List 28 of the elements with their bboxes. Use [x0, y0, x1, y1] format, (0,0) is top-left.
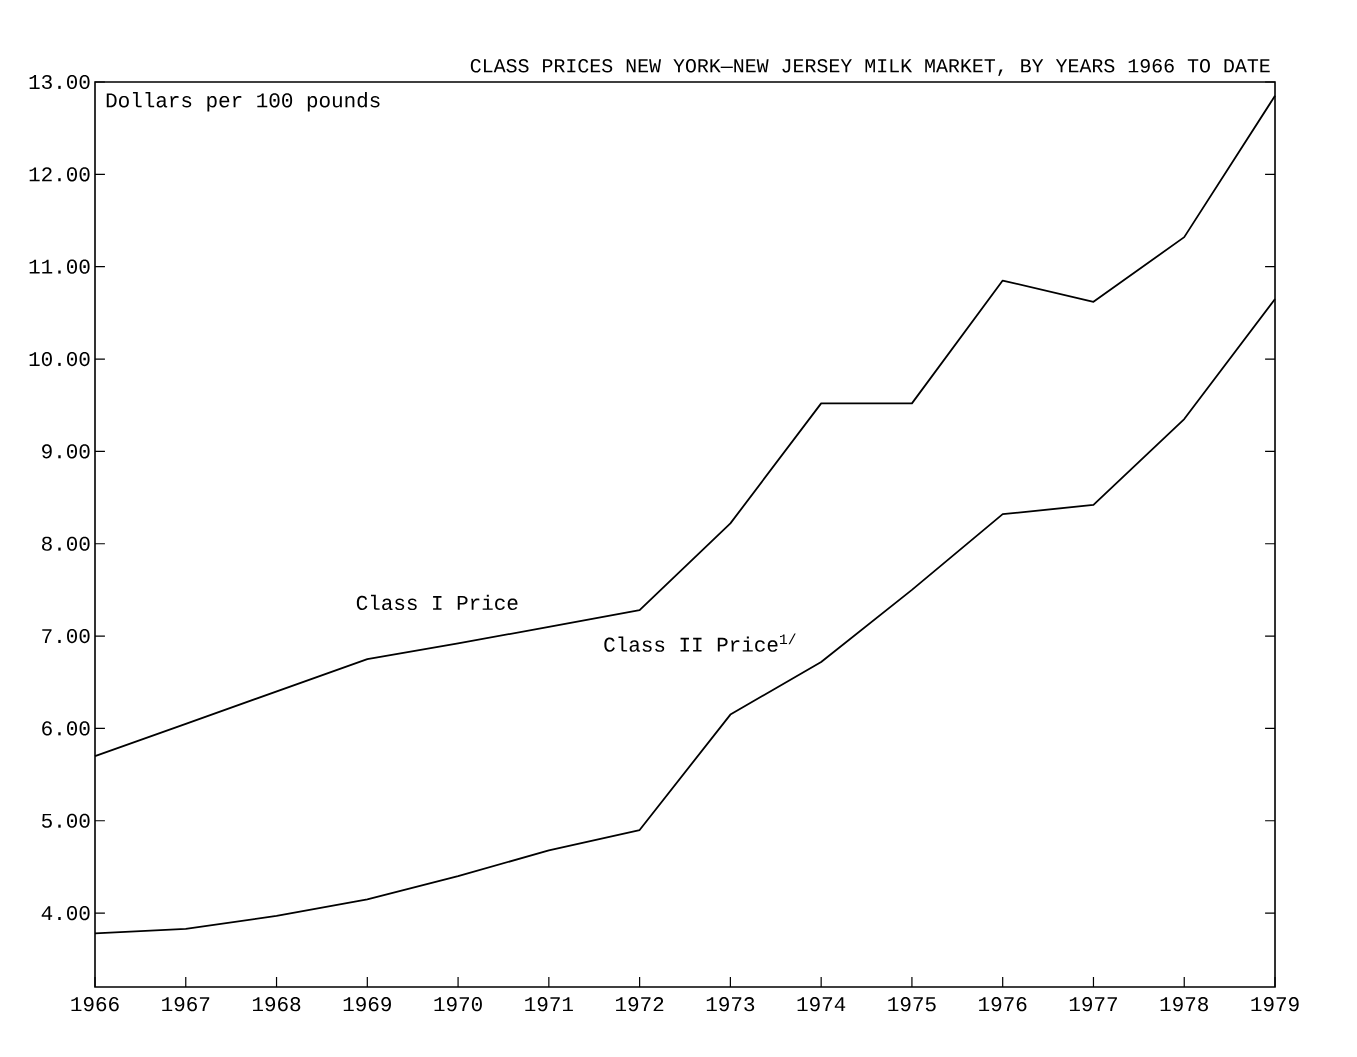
x-tick-label: 1970 [434, 997, 482, 1012]
x-tick-label: 1968 [252, 997, 301, 1012]
y-tick-label: 8.00 [42, 536, 90, 551]
chart-title: CLASS PRICES NEW YORK—NEW JERSEY MILK MARKET, BY YEARS 1966 TO DATE [470, 59, 1270, 76]
y-tick-label: 4.00 [41, 906, 90, 921]
series-label: Class I Price [356, 594, 518, 611]
x-tick-label: 1977 [1069, 997, 1117, 1012]
x-tick-label: 1974 [797, 997, 846, 1012]
y-tick-label: 13.00 [29, 74, 90, 90]
x-tick-label: 1971 [525, 997, 573, 1012]
y-axis-title: Dollars per 100 pounds [106, 92, 380, 112]
x-tick-label: 1967 [162, 997, 210, 1012]
y-tick-label: 5.00 [41, 813, 90, 828]
y-tick-label: 7.00 [42, 628, 90, 644]
x-tick-label: 1973 [706, 997, 755, 1012]
y-tick-label: 9.00 [42, 444, 90, 459]
x-tick-label: 1969 [343, 997, 391, 1012]
y-tick-label: 11.00 [29, 259, 90, 274]
x-tick-label: 1979 [1251, 997, 1299, 1012]
y-tick-label: 10.00 [29, 351, 90, 367]
x-tick-label: 1975 [888, 997, 936, 1012]
y-tick-label: 6.00 [42, 721, 90, 736]
x-tick-label: 1978 [1160, 997, 1208, 1012]
x-tick-label: 1976 [979, 997, 1027, 1012]
y-tick-label: 12.00 [29, 167, 90, 182]
series-label: Class II Price$^{1/}$ [604, 633, 796, 652]
x-tick-label: 1966 [71, 997, 119, 1012]
x-tick-label: 1972 [616, 997, 664, 1012]
